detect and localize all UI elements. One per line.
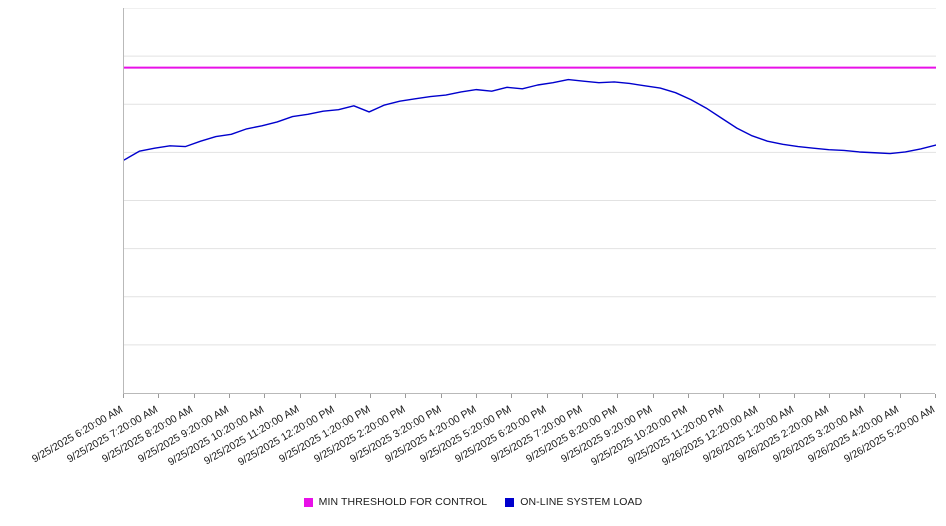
legend-item-1[interactable]: MIN THRESHOLD FOR CONTROL xyxy=(303,496,488,508)
x-tick xyxy=(228,394,230,398)
series-lines xyxy=(124,66,936,161)
x-tick xyxy=(511,394,513,398)
series-line-2 xyxy=(124,78,936,161)
x-tick xyxy=(123,394,124,398)
x-tick xyxy=(758,394,760,398)
x-tick xyxy=(829,394,831,398)
x-tick xyxy=(899,394,901,398)
x-tick xyxy=(793,394,795,398)
legend-label: ON-LINE SYSTEM LOAD xyxy=(520,496,643,508)
x-tick xyxy=(652,394,654,398)
x-tick xyxy=(440,394,442,398)
x-tick xyxy=(158,394,160,398)
x-tick xyxy=(476,394,477,398)
x-tick xyxy=(546,394,548,398)
x-tick xyxy=(582,394,583,398)
x-tick xyxy=(617,394,619,398)
x-tick xyxy=(723,394,725,398)
chart-legend: MIN THRESHOLD FOR CONTROL ON-LINE SYSTEM … xyxy=(0,496,946,508)
legend-label: MIN THRESHOLD FOR CONTROL xyxy=(318,496,488,508)
legend-swatch-icon xyxy=(303,497,313,507)
x-tick xyxy=(687,394,689,398)
x-tick xyxy=(405,394,407,398)
plot-area xyxy=(123,8,936,393)
legend-item-2[interactable]: ON-LINE SYSTEM LOAD xyxy=(505,496,642,508)
legend-swatch-icon xyxy=(505,497,515,507)
chart-svg xyxy=(124,8,936,346)
x-tick xyxy=(334,394,336,398)
x-axis-line xyxy=(123,393,935,394)
x-tick xyxy=(299,394,301,398)
x-tick xyxy=(193,394,195,398)
x-tick xyxy=(935,394,936,398)
x-tick xyxy=(370,394,372,398)
x-tick xyxy=(864,394,866,398)
gridlines xyxy=(124,8,936,346)
x-tick xyxy=(264,394,266,398)
